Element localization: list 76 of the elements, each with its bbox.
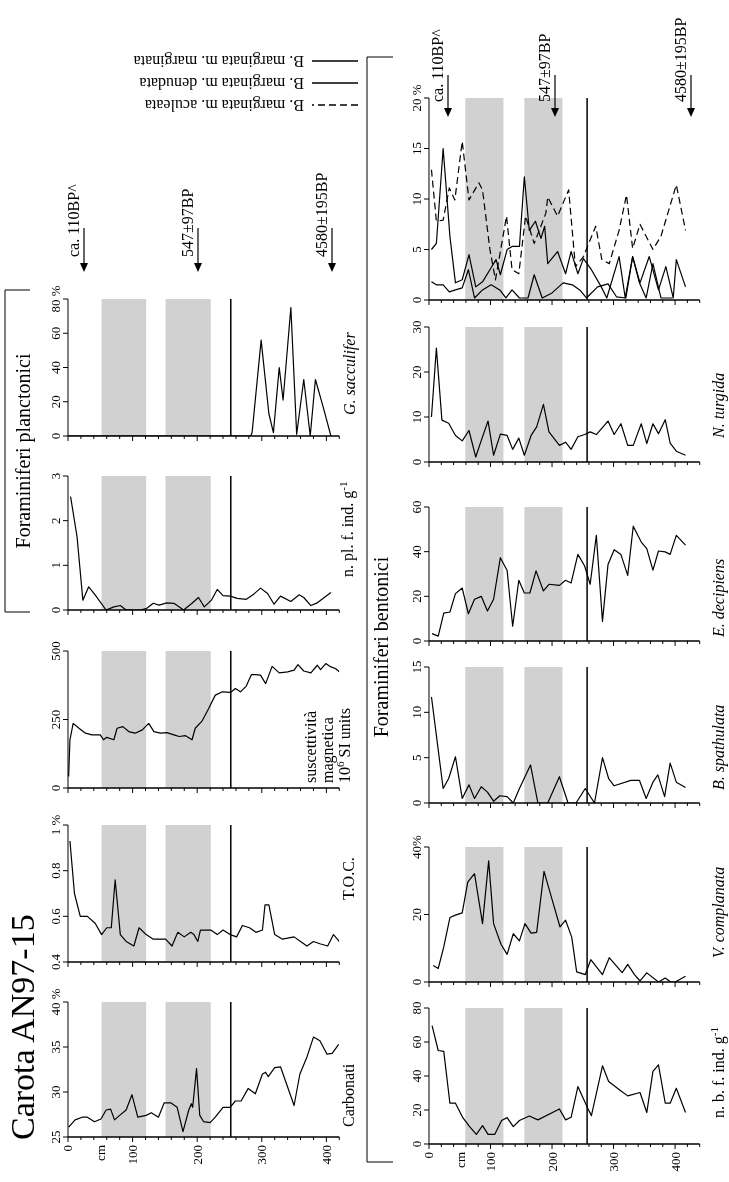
y-tick-label: 0	[409, 799, 425, 807]
legend-label: B. marginata m. aculeata	[144, 96, 304, 114]
y-tick-label: 0	[409, 978, 425, 986]
y-axis-title: B. spathulata	[710, 704, 728, 790]
annotation: 547±97BP	[536, 33, 553, 102]
y-tick-label: 20 %	[409, 84, 425, 112]
y-tick-label: 60	[47, 326, 63, 340]
text: Foraminiferi planctonici	[12, 353, 35, 549]
y-tick-label: 40	[409, 1069, 425, 1083]
text: cm	[92, 1145, 108, 1161]
y-tick-label: 40	[409, 545, 425, 559]
y-axis-title: E. decipiens	[710, 558, 728, 638]
y-tick-label: 0	[409, 637, 425, 645]
y-tick-label: 5	[409, 754, 425, 761]
y-tick-label: 15	[409, 660, 425, 674]
y-tick-label: 0	[47, 784, 63, 792]
y-tick-label: 0.8	[47, 862, 63, 879]
y-tick-label: 1 %	[47, 814, 63, 836]
x-tick-label: 300	[606, 1152, 622, 1172]
y-tick-label: 20	[409, 365, 425, 379]
y-axis-title: N. turgida	[710, 372, 728, 439]
y-tick-label: 25	[47, 1130, 63, 1144]
y-tick-label: 1	[47, 562, 63, 569]
y-tick-label: 20	[409, 908, 425, 921]
y-tick-label: 2	[47, 517, 63, 524]
y-tick-label: 5	[409, 246, 425, 253]
y-tick-label: 0.4	[47, 953, 63, 971]
legend-label: B. marginata m. denudata	[139, 74, 304, 92]
y-tick-label: 10	[409, 192, 425, 206]
x-tick-label: 100	[124, 1145, 140, 1165]
y-tick-label: 500	[47, 641, 63, 661]
y-tick-label: 20	[409, 1103, 425, 1117]
text: 547±97BP	[179, 188, 196, 257]
y-tick-label: 80 %	[47, 285, 63, 313]
y-tick-label: 40	[47, 361, 63, 374]
x-tick-label: 400	[318, 1145, 334, 1165]
x-tick-label: 400	[667, 1152, 683, 1172]
y-tick-label: 0	[409, 458, 425, 466]
y-tick-label: 0	[409, 296, 425, 304]
y-tick-label: 250	[47, 709, 63, 730]
x-tick-label: 200	[189, 1145, 205, 1165]
y-tick-label: 30	[47, 1085, 63, 1099]
annotation: ca. 110BP^	[429, 28, 446, 102]
y-tick-label: 60	[409, 500, 425, 514]
y-tick-label: 10	[409, 705, 425, 719]
y-tick-label: 0	[409, 1140, 425, 1148]
text: Foraminiferi bentonici	[370, 556, 392, 738]
y-axis-title: T.O.C.	[340, 857, 357, 900]
text: 4580±195BP	[313, 172, 330, 257]
y-tick-label: 0	[47, 432, 63, 440]
text: cm	[452, 1152, 468, 1168]
y-tick-label: 60	[409, 1035, 425, 1049]
y-tick-label: 0	[47, 606, 63, 614]
y-tick-label: 15	[409, 142, 425, 155]
y-tick-label: 20	[47, 395, 63, 409]
x-tick-label: 200	[544, 1152, 560, 1172]
y-tick-label: 20	[409, 589, 425, 603]
x-tick-label: 300	[253, 1145, 269, 1165]
x-tick-label: 100	[483, 1152, 499, 1172]
y-tick-label: 0.6	[47, 907, 63, 925]
y-tick-label: 30	[409, 320, 425, 334]
legend-label: B. marginata m. marginata	[133, 52, 304, 70]
y-tick-label: 3	[47, 472, 63, 480]
y-axis-title: V. complanata	[710, 866, 728, 958]
y-tick-label: 40%	[409, 834, 425, 859]
text: ca. 110BP^	[65, 183, 82, 257]
chart-title: Carota AN97-15	[4, 914, 41, 1140]
y-tick-label: 40 %	[47, 988, 63, 1016]
y-tick-label: 80	[409, 1001, 425, 1015]
x-tick-label: 0	[60, 1145, 76, 1152]
annotation: 4580±195BP	[672, 17, 689, 102]
y-tick-label: 10	[409, 410, 425, 424]
y-axis-title: Carbonati	[340, 1063, 357, 1127]
y-axis-title: G. sacculifer	[341, 331, 359, 415]
x-tick-label: 0	[421, 1152, 437, 1159]
y-tick-label: 35	[47, 1040, 63, 1054]
